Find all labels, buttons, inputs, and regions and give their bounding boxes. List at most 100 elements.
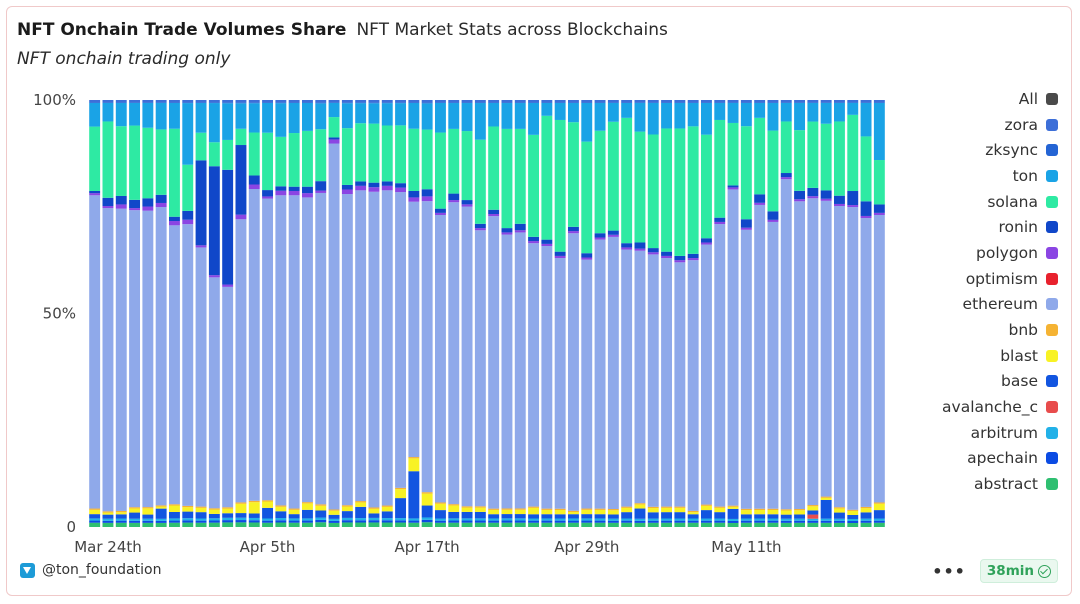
bar-segment-polygon[interactable] <box>794 199 806 202</box>
bar-segment-arbitrum[interactable] <box>129 518 141 521</box>
bar-segment-ronin[interactable] <box>89 190 101 194</box>
bar-segment-apechain[interactable] <box>687 520 699 523</box>
bar-segment-blast[interactable] <box>182 507 194 512</box>
bar-segment-blast[interactable] <box>421 493 433 506</box>
bar-segment-ethereum[interactable] <box>794 201 806 509</box>
bar-segment-zora[interactable] <box>408 100 420 103</box>
legend-item-bnb[interactable]: bnb <box>858 317 1058 343</box>
bar-segment-blast[interactable] <box>355 502 367 507</box>
bar-segment-arbitrum[interactable] <box>328 518 340 521</box>
bar-segment-bnb[interactable] <box>262 500 274 502</box>
bar-segment-polygon[interactable] <box>674 260 686 263</box>
bar-segment-abstract[interactable] <box>169 522 180 527</box>
bar-segment-bnb[interactable] <box>860 506 872 509</box>
bar-segment-base[interactable] <box>740 514 752 519</box>
bar-segment-abstract[interactable] <box>674 522 686 527</box>
bar-segment-zora[interactable] <box>807 100 819 103</box>
bar-segment-solana[interactable] <box>820 123 832 191</box>
bar-segment-arbitrum[interactable] <box>594 518 606 521</box>
bar-segment-zora[interactable] <box>182 100 194 103</box>
legend-item-optimism[interactable]: optimism <box>858 266 1058 292</box>
bar-segment-arbitrum[interactable] <box>368 517 380 521</box>
bar-segment-solana[interactable] <box>873 160 885 205</box>
bar-segment-ton[interactable] <box>514 103 526 129</box>
bar-segment-blast[interactable] <box>581 509 593 515</box>
bar-segment-abstract[interactable] <box>727 522 739 527</box>
bar-segment-apechain[interactable] <box>368 520 380 523</box>
bar-segment-ethereum[interactable] <box>581 259 593 509</box>
bar-segment-polygon[interactable] <box>528 241 540 244</box>
bar-segment-polygon[interactable] <box>461 204 473 207</box>
bar-segment-zora[interactable] <box>860 100 872 103</box>
bar-segment-ronin[interactable] <box>262 190 274 197</box>
bar-segment-polygon[interactable] <box>873 212 885 215</box>
bar-segment-apechain[interactable] <box>248 520 260 523</box>
bar-segment-apechain[interactable] <box>195 520 207 523</box>
bar-segment-ethereum[interactable] <box>195 247 207 507</box>
bar-segment-zora[interactable] <box>647 100 659 103</box>
bar-segment-arbitrum[interactable] <box>142 518 154 521</box>
bar-segment-zksync[interactable] <box>674 102 686 103</box>
bar-segment-bnb[interactable] <box>554 508 566 510</box>
bar-segment-blast[interactable] <box>501 509 513 515</box>
bar-segment-abstract[interactable] <box>89 522 101 527</box>
bar-segment-solana[interactable] <box>581 141 593 254</box>
bar-segment-zora[interactable] <box>395 100 407 103</box>
bar-segment-apechain[interactable] <box>381 520 393 523</box>
bar-segment-base[interactable] <box>435 510 446 519</box>
bar-segment-base[interactable] <box>780 514 792 519</box>
bar-segment-ronin[interactable] <box>767 211 779 220</box>
bar-segment-polygon[interactable] <box>275 190 287 196</box>
bar-segment-polygon[interactable] <box>195 245 207 248</box>
bar-segment-polygon[interactable] <box>328 139 340 144</box>
bar-segment-arbitrum[interactable] <box>581 518 593 521</box>
bar-segment-solana[interactable] <box>834 121 845 196</box>
bar-segment-solana[interactable] <box>89 126 101 191</box>
bar-segment-zora[interactable] <box>701 100 712 103</box>
bar-segment-ton[interactable] <box>607 102 619 122</box>
bar-segment-polygon[interactable] <box>581 257 593 260</box>
bar-segment-ton[interactable] <box>860 102 872 137</box>
bar-segment-ethereum[interactable] <box>408 201 420 458</box>
bar-segment-base[interactable] <box>661 512 673 519</box>
bar-segment-zksync[interactable] <box>142 102 154 103</box>
bar-segment-bnb[interactable] <box>235 502 247 504</box>
bar-segment-solana[interactable] <box>129 125 141 200</box>
bar-segment-apechain[interactable] <box>435 520 446 523</box>
bar-segment-base[interactable] <box>395 498 407 519</box>
bar-segment-ethereum[interactable] <box>129 210 141 508</box>
bar-segment-zksync[interactable] <box>514 102 526 104</box>
bar-segment-solana[interactable] <box>102 121 114 198</box>
bar-segment-zora[interactable] <box>581 100 593 103</box>
bar-segment-apechain[interactable] <box>834 520 845 523</box>
bar-segment-blast[interactable] <box>727 506 739 509</box>
bar-segment-bnb[interactable] <box>355 501 367 503</box>
bar-segment-abstract[interactable] <box>195 522 207 527</box>
bar-segment-arbitrum[interactable] <box>820 518 832 521</box>
bar-segment-zora[interactable] <box>794 100 806 103</box>
bar-segment-abstract[interactable] <box>740 522 752 527</box>
bar-segment-ronin[interactable] <box>435 208 446 213</box>
bar-segment-ronin[interactable] <box>860 201 872 216</box>
bar-segment-arbitrum[interactable] <box>607 518 619 521</box>
bar-segment-zora[interactable] <box>195 100 207 103</box>
bar-segment-ethereum[interactable] <box>341 194 353 506</box>
bar-segment-ethereum[interactable] <box>288 195 300 509</box>
bar-segment-polygon[interactable] <box>541 243 553 247</box>
bar-segment-polygon[interactable] <box>435 212 446 215</box>
bar-segment-ronin[interactable] <box>408 190 420 198</box>
bar-segment-zora[interactable] <box>421 100 433 103</box>
bar-segment-polygon[interactable] <box>807 196 819 199</box>
bar-segment-zksync[interactable] <box>568 102 579 103</box>
legend-item-arbitrum[interactable]: arbitrum <box>858 420 1058 446</box>
bar-segment-apechain[interactable] <box>873 520 885 523</box>
bar-segment-arbitrum[interactable] <box>169 518 180 521</box>
bar-segment-polygon[interactable] <box>647 252 659 255</box>
bar-segment-bnb[interactable] <box>514 508 526 510</box>
bar-segment-ronin[interactable] <box>182 210 194 220</box>
bar-segment-zksync[interactable] <box>288 102 300 104</box>
bar-segment-solana[interactable] <box>554 119 566 252</box>
bar-segment-ethereum[interactable] <box>514 232 526 509</box>
bar-segment-bnb[interactable] <box>288 508 300 510</box>
bar-segment-abstract[interactable] <box>754 522 766 527</box>
